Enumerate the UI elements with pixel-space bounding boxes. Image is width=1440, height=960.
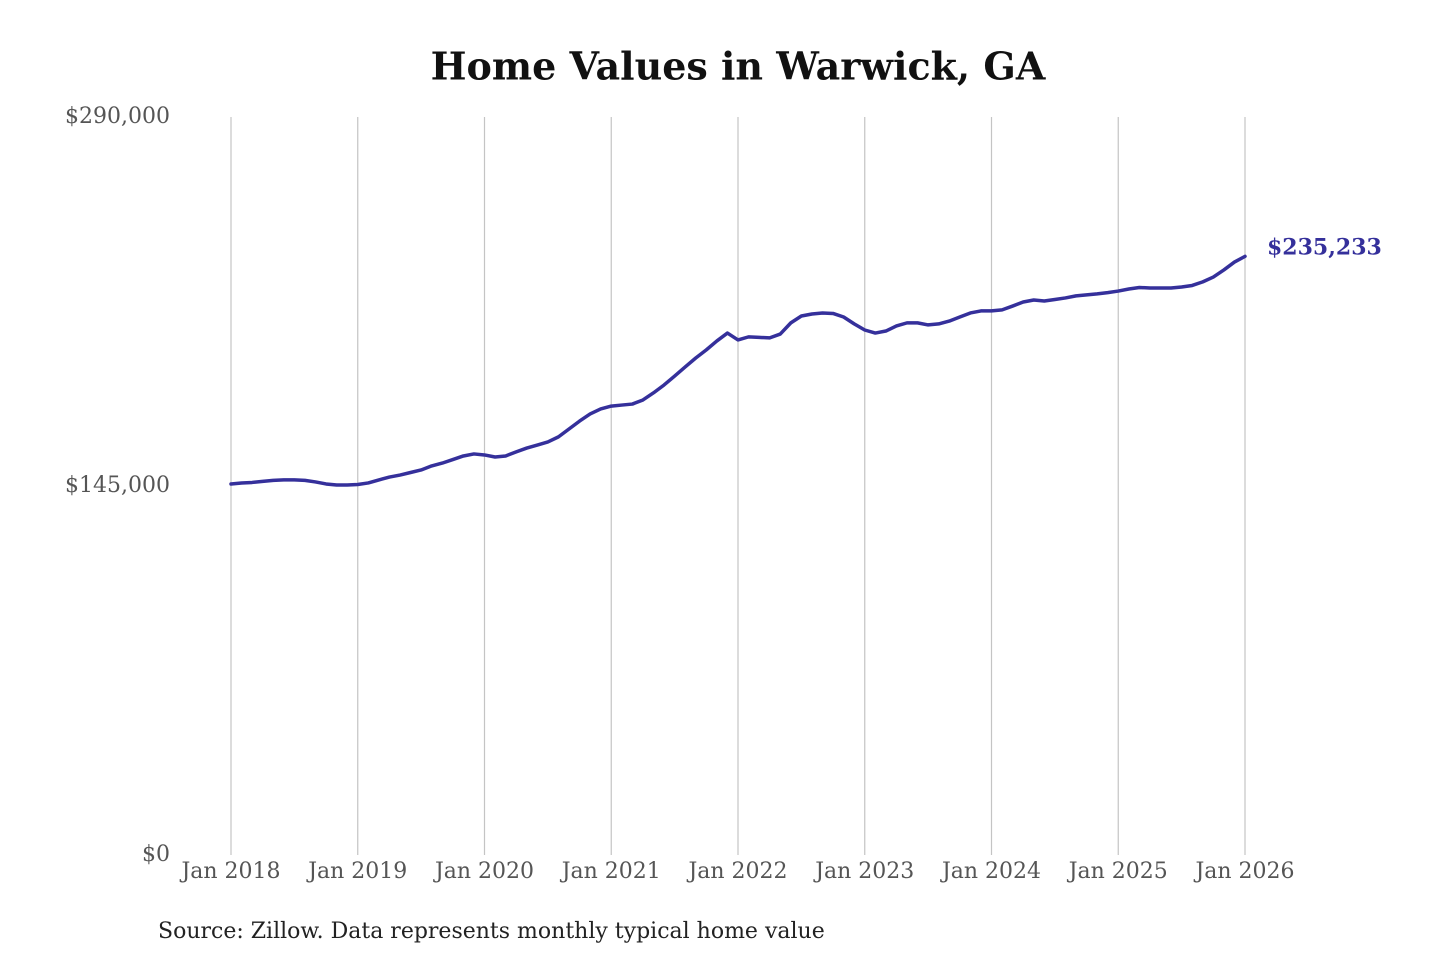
y-tick-label: $0: [142, 842, 170, 867]
end-value-label: $235,233: [1267, 234, 1382, 260]
x-tick-label: Jan 2019: [306, 859, 407, 884]
x-tick-label: Jan 2018: [179, 859, 280, 884]
x-tick-label: Jan 2023: [813, 859, 914, 884]
x-tick-label: Jan 2022: [686, 859, 787, 884]
y-tick-label: $145,000: [65, 473, 170, 498]
x-tick-label: Jan 2025: [1067, 859, 1168, 884]
x-tick-label: Jan 2026: [1193, 859, 1294, 884]
x-tick-label: Jan 2021: [560, 859, 661, 884]
chart-title: Home Values in Warwick, GA: [431, 44, 1046, 89]
source-note: Source: Zillow. Data represents monthly …: [158, 919, 825, 944]
x-tick-label: Jan 2020: [433, 859, 534, 884]
line-series: [229, 254, 1247, 487]
x-tick-label: Jan 2024: [940, 859, 1041, 884]
y-tick-label: $290,000: [65, 104, 170, 129]
